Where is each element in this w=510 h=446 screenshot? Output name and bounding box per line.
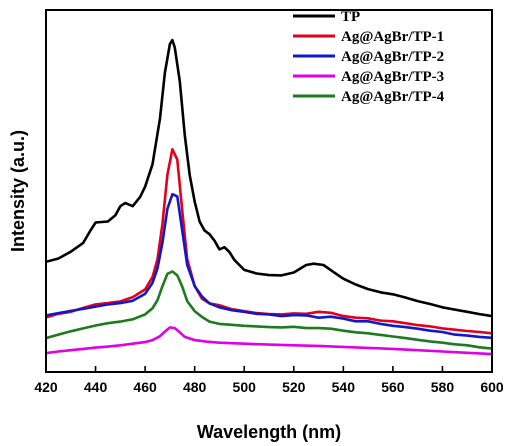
series-layer (46, 38, 492, 356)
x-tick-label: 520 (282, 379, 306, 395)
x-tick-label: 560 (381, 379, 405, 395)
x-tick-label: 480 (183, 379, 207, 395)
x-axis-title: Wavelength (nm) (197, 422, 341, 442)
x-tick-label: 420 (34, 379, 58, 395)
x-tick-label: 600 (480, 379, 504, 395)
x-axis: 420 440 460 480 500 520 540 560 580 600 (34, 366, 504, 395)
x-tick-label: 440 (84, 379, 108, 395)
x-tick-label: 500 (233, 379, 257, 395)
legend-label-2: Ag@AgBr/TP-1 (341, 29, 444, 45)
series-line-3 (46, 192, 492, 340)
x-tick-label: 460 (133, 379, 157, 395)
plot-frame (45, 9, 493, 373)
plot-area (46, 10, 492, 372)
series-line-4 (46, 326, 492, 356)
legend-label-1: TP (341, 9, 360, 25)
legend-label-5: Ag@AgBr/TP-4 (341, 89, 445, 105)
series-line-5 (46, 270, 492, 350)
series-line-1 (46, 38, 492, 318)
legend-label-4: Ag@AgBr/TP-3 (341, 69, 444, 85)
y-axis-title: Intensity (a.u.) (8, 130, 28, 252)
x-tick-label: 540 (332, 379, 356, 395)
legend-label-3: Ag@AgBr/TP-2 (341, 49, 444, 65)
x-tick-label: 580 (431, 379, 455, 395)
legend: TP Ag@AgBr/TP-1 Ag@AgBr/TP-2 Ag@AgBr/TP-3 Ag… (293, 9, 445, 105)
